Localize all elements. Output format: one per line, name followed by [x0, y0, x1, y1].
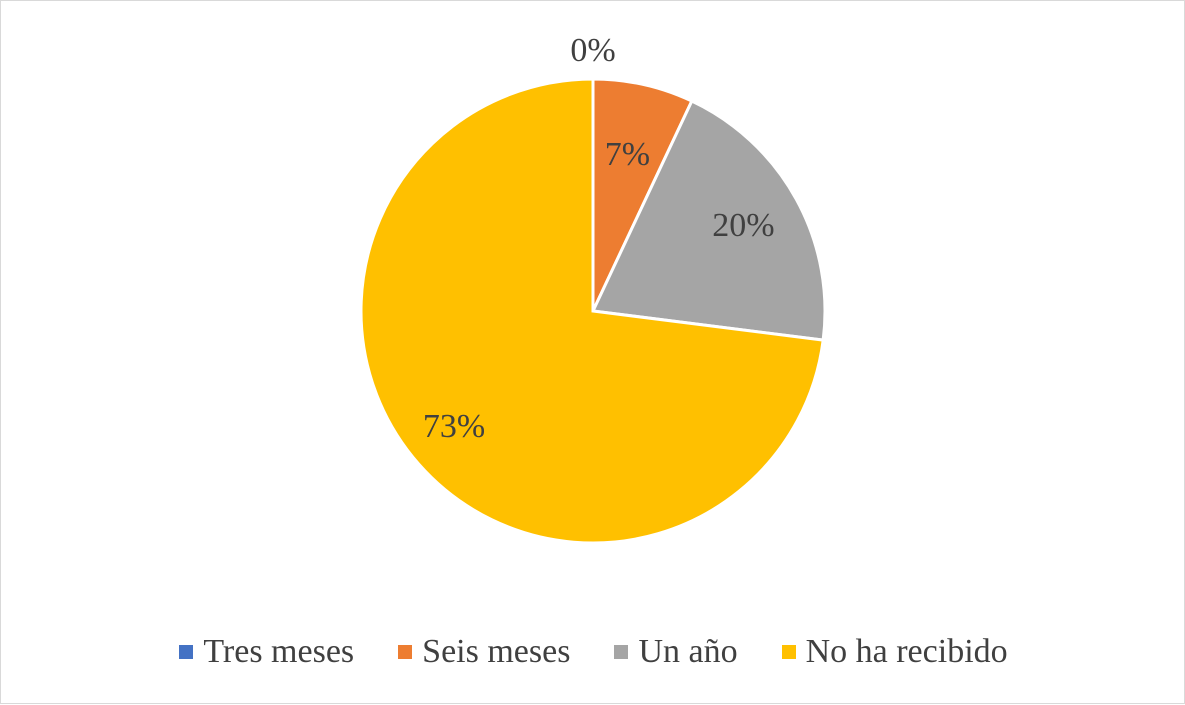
legend-item-seis-meses: Seis meses — [398, 633, 570, 671]
legend-label-tres-meses: Tres meses — [203, 633, 355, 670]
legend-item-no-ha-recibido: No ha recibido — [781, 633, 1008, 671]
pie-slice-no-ha-recibido — [359, 77, 825, 545]
legend-swatch-tres-meses — [179, 645, 194, 659]
pie-slice-seis-meses — [591, 77, 694, 312]
legend-label-seis-meses: Seis meses — [422, 633, 571, 670]
legend-label-un-ano: Un año — [638, 633, 738, 670]
data-label-un-ano: 20% — [712, 207, 774, 244]
legend-swatch-un-ano — [614, 645, 629, 659]
legend-label-no-ha-recibido: No ha recibido — [805, 633, 1008, 670]
pie-slice-un-ano — [590, 99, 827, 342]
legend-swatch-seis-meses — [398, 645, 413, 659]
legend-swatch-no-ha-recibido — [781, 645, 796, 659]
pie-slices — [359, 77, 827, 545]
data-label-tres-meses: 0% — [570, 32, 615, 69]
legend-item-un-ano: Un año — [614, 633, 738, 671]
data-label-no-ha-recibido: 73% — [423, 408, 485, 445]
legend-item-tres-meses: Tres meses — [179, 633, 354, 671]
data-label-seis-meses: 7% — [605, 136, 650, 173]
chart-legend: Tres meses Seis meses Un año No ha recib… — [1, 629, 1185, 675]
pie-data-labels: 0% 7% 20% 73% — [423, 32, 775, 445]
